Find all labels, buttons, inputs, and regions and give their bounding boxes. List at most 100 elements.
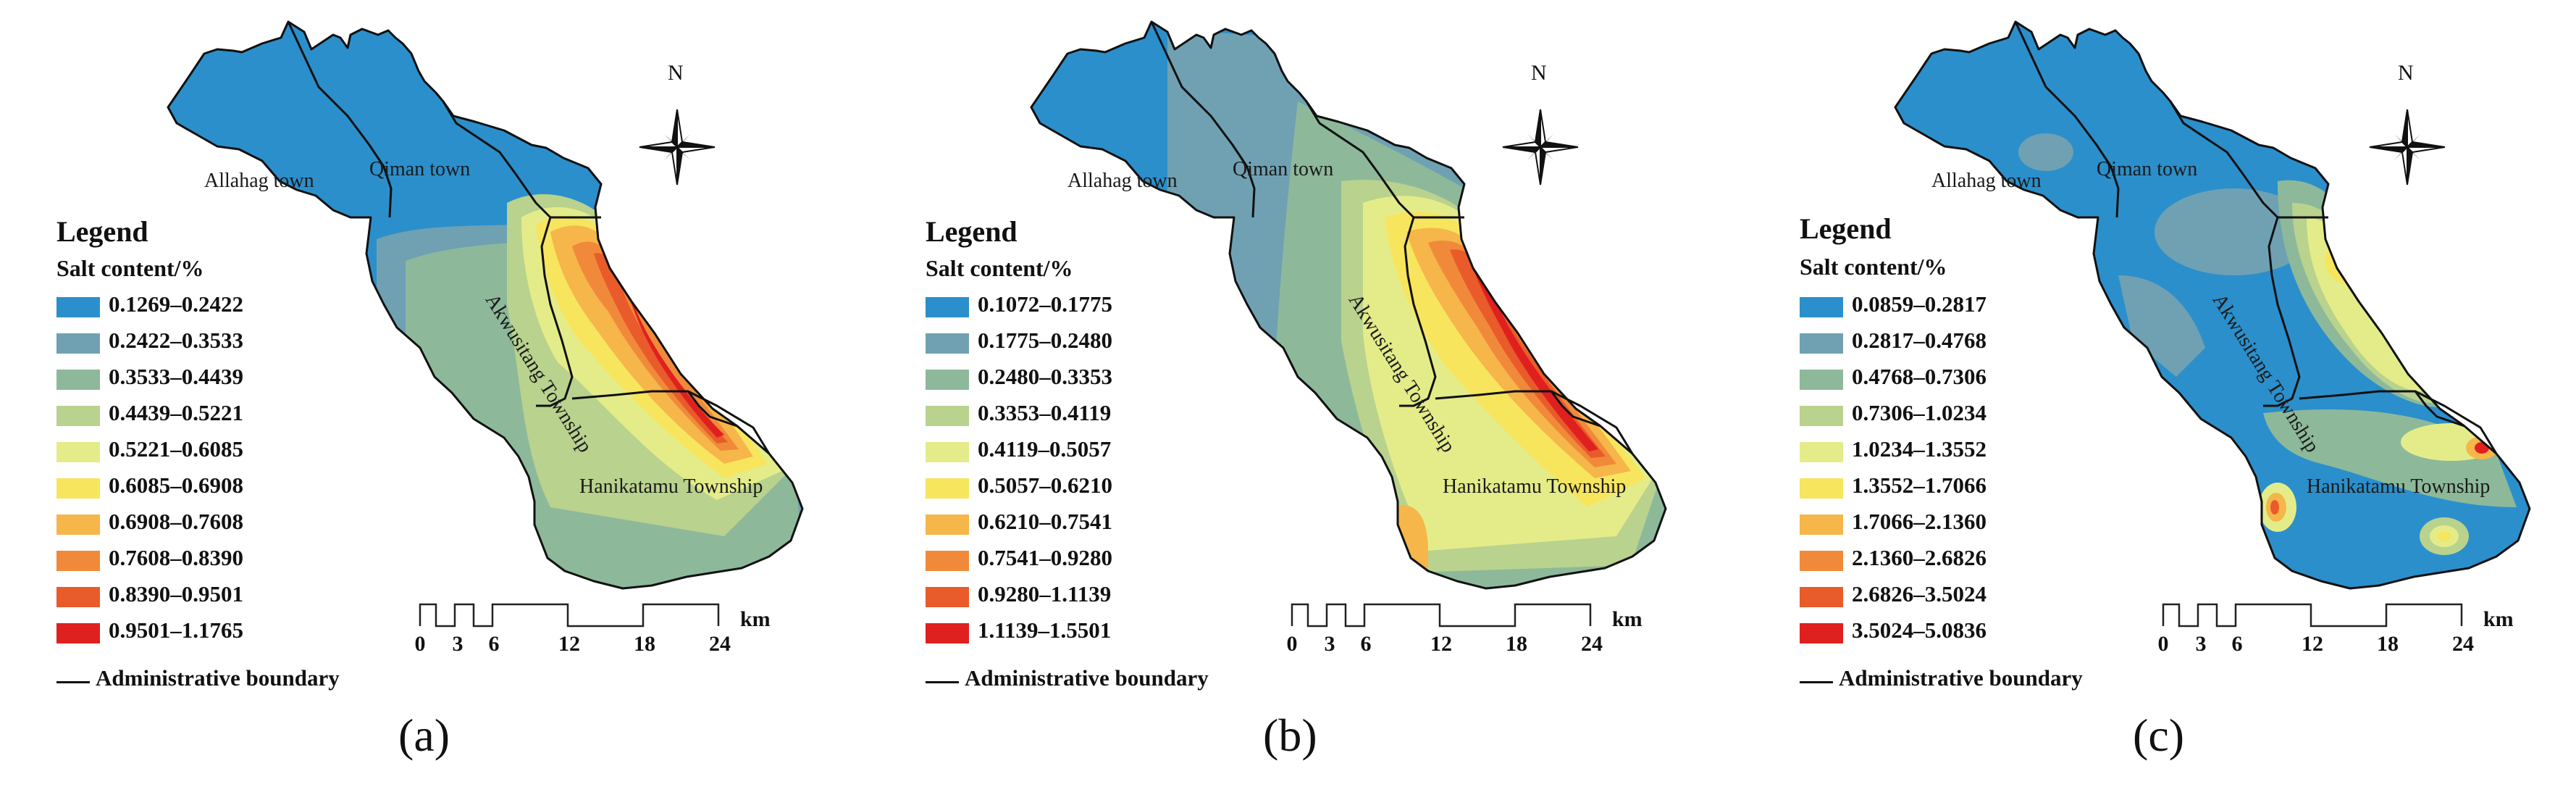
range-label: 0.9280–1.1139: [978, 581, 1112, 607]
range-label: 1.3552–1.7066: [1852, 472, 1986, 498]
range-label: 1.7066–2.1360: [1852, 509, 1986, 534]
color-swatch: [1800, 297, 1843, 317]
scale-tick: 18: [1506, 632, 1527, 656]
color-swatch: [926, 623, 969, 643]
panel-b: Allahag town Qiman town Akwusitang Towns…: [863, 0, 1721, 800]
place-allahag: Allahag town: [1931, 170, 2042, 192]
north-arrow-icon: [2367, 107, 2447, 187]
boundary-label: Administrative boundary: [965, 665, 1209, 691]
color-swatch: [56, 623, 100, 643]
color-swatch: [926, 370, 969, 390]
color-swatch: [56, 587, 100, 607]
place-hanikatamu: Hanikatamu Township: [2307, 475, 2491, 498]
color-swatch: [56, 514, 100, 535]
legend-title: Legend: [926, 215, 1018, 248]
north-label: N: [2398, 61, 2414, 85]
color-swatch: [1800, 442, 1843, 462]
boundary-label: Administrative boundary: [1839, 665, 2083, 691]
scale-tick: 0: [414, 632, 426, 656]
color-swatch: [926, 442, 969, 462]
range-label: 0.9501–1.1765: [109, 617, 243, 643]
north-label: N: [668, 61, 684, 85]
scale-tick: 3: [1324, 632, 1335, 656]
legend-title: Legend: [56, 215, 148, 248]
color-swatch: [56, 442, 100, 462]
color-swatch: [1800, 333, 1843, 354]
range-label: 0.1269–0.2422: [109, 291, 243, 317]
panel-c: Allahag town Qiman town Akwusitang Towns…: [1727, 0, 2576, 800]
range-label: 0.3533–0.4439: [109, 364, 243, 389]
range-label: 0.0859–0.2817: [1852, 291, 1986, 317]
range-label: 0.2480–0.3353: [978, 364, 1112, 389]
range-label: 2.6826–3.5024: [1852, 581, 1986, 607]
legend-subtitle: Salt content/%: [56, 255, 204, 281]
color-swatch: [1800, 406, 1843, 426]
range-label: 0.1775–0.2480: [978, 328, 1112, 353]
salt-map-a: [167, 20, 804, 590]
color-swatch: [926, 478, 969, 499]
scale-tick: 6: [488, 632, 500, 656]
boundary-label: Administrative boundary: [96, 665, 340, 691]
place-allahag: Allahag town: [204, 170, 314, 192]
color-swatch: [926, 333, 969, 354]
place-allahag: Allahag town: [1067, 170, 1178, 192]
boundary-line-icon: [56, 681, 90, 683]
boundary-line-icon: [1800, 681, 1833, 683]
scale-tick: 6: [1360, 632, 1372, 656]
range-label: 0.4439–0.5221: [109, 400, 243, 425]
panel-label: (c): [2133, 709, 2185, 761]
range-label: 0.7608–0.8390: [109, 545, 243, 570]
range-label: 0.4768–0.7306: [1852, 364, 1986, 389]
scale-tick: 12: [1430, 632, 1452, 656]
color-swatch: [926, 406, 969, 426]
range-label: 1.1139–1.5501: [978, 617, 1112, 643]
scale-tick: 12: [2302, 632, 2323, 656]
range-label: 0.2422–0.3533: [109, 328, 243, 353]
scale-unit: km: [1612, 607, 1642, 631]
scale-bar: [2162, 603, 2473, 628]
range-label: 0.6085–0.6908: [109, 472, 243, 498]
range-label: 2.1360–2.6826: [1852, 545, 1986, 570]
color-swatch: [56, 478, 100, 499]
range-label: 0.6908–0.7608: [109, 509, 243, 534]
range-label: 0.4119–0.5057: [978, 436, 1112, 462]
color-swatch: [1800, 478, 1843, 499]
scale-tick: 24: [2452, 632, 2474, 656]
scale-tick: 0: [1286, 632, 1298, 656]
range-label: 1.0234–1.3552: [1852, 436, 1986, 462]
range-label: 0.5221–0.6085: [109, 436, 243, 462]
color-swatch: [1800, 370, 1843, 390]
salt-map-b: [1030, 20, 1667, 590]
color-swatch: [1800, 514, 1843, 535]
scale-unit: km: [740, 607, 771, 631]
range-label: 0.1072–0.1775: [978, 291, 1112, 317]
scale-tick: 24: [709, 632, 731, 656]
range-label: 0.8390–0.9501: [109, 581, 243, 607]
scale-tick: 12: [558, 632, 580, 656]
range-label: 0.3353–0.4119: [978, 400, 1112, 425]
place-hanikatamu: Hanikatamu Township: [1443, 475, 1627, 498]
legend-subtitle: Salt content/%: [926, 255, 1073, 281]
legend-title: Legend: [1800, 212, 1892, 245]
scale-tick: 18: [2377, 632, 2399, 656]
color-swatch: [56, 333, 100, 354]
color-swatch: [1800, 551, 1843, 571]
color-swatch: [1800, 587, 1843, 607]
scale-tick: 24: [1581, 632, 1603, 656]
north-arrow-icon: [1501, 107, 1580, 187]
range-label: 0.7541–0.9280: [978, 545, 1112, 570]
scale-unit: km: [2483, 607, 2514, 631]
color-swatch: [1800, 623, 1843, 643]
color-swatch: [56, 297, 100, 317]
color-swatch: [926, 551, 969, 571]
color-swatch: [56, 551, 100, 571]
color-swatch: [926, 297, 969, 317]
color-swatch: [56, 406, 100, 426]
color-swatch: [926, 514, 969, 535]
boundary-line-icon: [926, 681, 959, 683]
legend-subtitle: Salt content/%: [1800, 254, 1947, 280]
place-qiman: Qiman town: [1233, 158, 1334, 180]
panel-label: (b): [1263, 709, 1317, 761]
color-swatch: [926, 587, 969, 607]
color-swatch: [56, 370, 100, 390]
